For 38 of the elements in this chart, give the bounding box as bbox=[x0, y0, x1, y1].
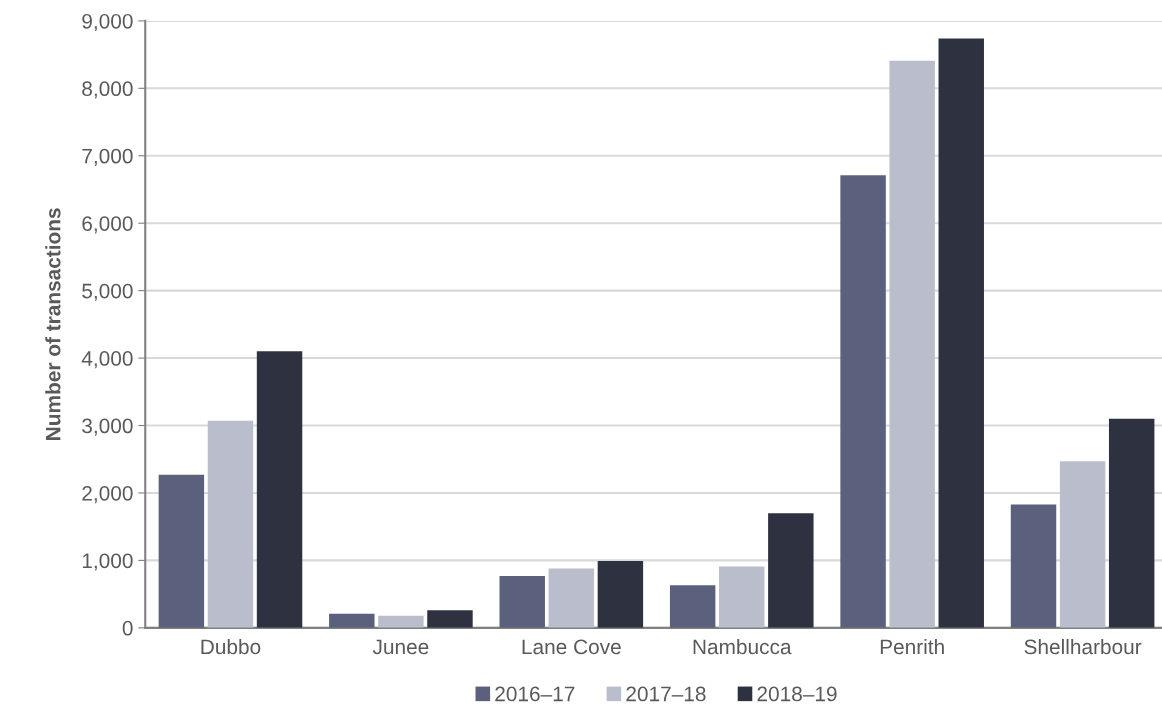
bar bbox=[548, 568, 595, 628]
bar bbox=[378, 615, 424, 628]
bar bbox=[158, 474, 205, 628]
y-tick-label: 5,000 bbox=[82, 283, 133, 301]
y-tick-label: 7,000 bbox=[82, 148, 133, 166]
y-axis-title: Number of transactions bbox=[45, 208, 61, 440]
y-tick-label: 2,000 bbox=[82, 485, 133, 504]
bar bbox=[207, 420, 254, 628]
legend-label: 2017–18 bbox=[626, 686, 706, 702]
bar bbox=[329, 613, 375, 628]
bar bbox=[669, 585, 716, 628]
y-tick-label: 0 bbox=[122, 620, 133, 636]
bar bbox=[1010, 504, 1057, 628]
legend-label: 2018–19 bbox=[757, 686, 837, 702]
bar bbox=[1108, 418, 1155, 628]
y-tick-label: 8,000 bbox=[82, 81, 133, 99]
bar bbox=[938, 38, 984, 628]
x-tick-label: Penrith bbox=[880, 638, 944, 655]
y-tick-label: 4,000 bbox=[81, 351, 133, 369]
x-tick-label: Dubbo bbox=[201, 638, 261, 655]
legend-label: 2016–17 bbox=[495, 686, 575, 702]
y-tick-label: 1,000 bbox=[82, 553, 133, 571]
y-tick-label: 3,000 bbox=[82, 418, 133, 436]
x-tick-label: Junee bbox=[372, 639, 429, 655]
bar bbox=[719, 566, 765, 628]
x-tick-label: Shellharbour bbox=[1024, 638, 1142, 655]
bar bbox=[499, 575, 545, 628]
x-tick-label: Lane Cove bbox=[522, 639, 621, 655]
bar bbox=[768, 513, 814, 628]
bar bbox=[840, 175, 886, 628]
y-tick-label: 6,000 bbox=[82, 216, 133, 234]
y-tick-label: 9,000 bbox=[82, 13, 133, 32]
bar bbox=[1059, 461, 1106, 628]
x-tick-label: Nambucca bbox=[693, 638, 792, 655]
bar bbox=[256, 351, 303, 628]
bar bbox=[427, 610, 473, 628]
bar bbox=[889, 60, 935, 628]
bar bbox=[597, 561, 644, 628]
